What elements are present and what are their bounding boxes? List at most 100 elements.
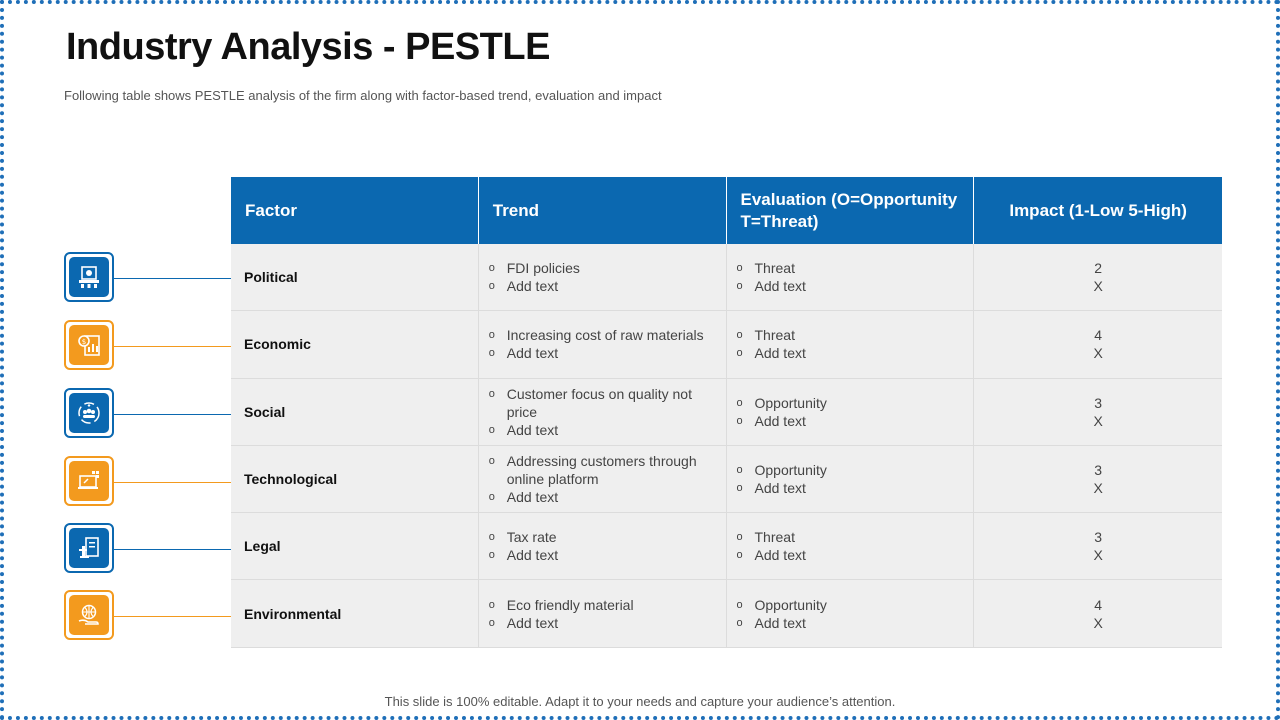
bullet-dot: o xyxy=(488,262,495,275)
bullet-text: Add text xyxy=(506,278,559,295)
bullet-text: Add text xyxy=(754,345,806,362)
bullet-text: Tax rate xyxy=(506,529,557,546)
bullet-text: Add text xyxy=(754,278,806,295)
bullet-item: o Add text xyxy=(737,546,964,564)
bullet-dot: o xyxy=(736,280,743,293)
technological-icon-frame xyxy=(64,456,114,506)
impact-placeholder: X xyxy=(1093,614,1103,631)
bullet-dot: o xyxy=(488,549,495,562)
table-row-economic: Economic o Increasing cost of raw materia… xyxy=(231,311,1222,379)
bullet-text: Threat xyxy=(754,260,795,277)
bullet-text: Customer focus on quality not price xyxy=(506,385,692,420)
bullet-item: o Add text xyxy=(737,412,964,430)
bullet-dot: o xyxy=(736,531,743,544)
bullet-item: o Eco friendly material xyxy=(489,596,716,614)
bullet-dot: o xyxy=(488,280,495,293)
pestle-table: Factor Trend Evaluation (O=Opportunity T… xyxy=(231,177,1222,648)
bullet-dot: o xyxy=(488,491,495,504)
evaluation-cell: o Threat o Add text xyxy=(726,244,975,312)
bullet-item: o Add text xyxy=(737,614,964,632)
bullet-item: o Add text xyxy=(489,277,716,295)
bullet-text: Add text xyxy=(506,421,559,438)
bullet-item: o Add text xyxy=(489,488,716,506)
bullet-dot: o xyxy=(488,616,495,629)
bullet-text: Addressing customers through online plat… xyxy=(506,453,697,488)
impact-placeholder: X xyxy=(1093,547,1103,564)
social-connector xyxy=(114,414,232,415)
bullet-item: o Opportunity xyxy=(737,596,964,614)
header-factor: Factor xyxy=(231,177,479,244)
footer-note: This slide is 100% editable. Adapt it to… xyxy=(384,694,896,709)
bullet-dot: o xyxy=(488,423,495,436)
evaluation-cell: o Opportunity o Add text xyxy=(726,378,975,446)
trend-cell: o Customer focus on quality not price o Ad… xyxy=(478,378,727,446)
bullet-item: o Opportunity xyxy=(737,394,964,412)
bullet-item: o Add text xyxy=(489,614,716,632)
bullet-dot: o xyxy=(736,329,743,342)
bullet-dot: o xyxy=(736,262,743,275)
impact-value: 4 xyxy=(1094,596,1103,613)
bullet-item: o Increasing cost of raw materials xyxy=(489,326,716,344)
bullet-text: Add text xyxy=(506,489,559,506)
bullet-dot: o xyxy=(736,464,743,477)
evaluation-cell: o Threat o Add text xyxy=(726,513,975,581)
bullet-item: o Threat xyxy=(737,326,964,344)
impact-value: 3 xyxy=(1094,462,1103,479)
bullet-dot: o xyxy=(736,549,743,562)
bullet-dot: o xyxy=(488,531,495,544)
legal-connector xyxy=(114,549,232,550)
factor-cell: Political xyxy=(231,244,479,312)
table-row-environmental: Environmental o Eco friendly material o Ad… xyxy=(231,580,1222,648)
political-connector xyxy=(114,278,232,279)
bullet-dot: o xyxy=(488,598,495,611)
header-evaluation: Evaluation (O=Opportunity T=Threat) xyxy=(726,177,975,244)
impact-cell: 2 X xyxy=(974,244,1222,312)
header-trend: Trend xyxy=(478,177,727,244)
bullet-dot: o xyxy=(736,414,743,427)
bullet-text: Add text xyxy=(754,480,806,497)
impact-cell: 3 X xyxy=(974,513,1222,581)
bullet-dot: o xyxy=(736,598,743,611)
impact-value: 3 xyxy=(1094,394,1103,411)
bullet-item: o Threat xyxy=(737,259,964,277)
bullet-item: o Addressing customers through online pla… xyxy=(489,452,716,488)
bullet-item: o Customer focus on quality not price xyxy=(489,385,716,421)
political-icon-row xyxy=(64,252,234,302)
bullet-item: o Tax rate xyxy=(489,528,716,546)
environmental-icon-frame xyxy=(64,590,114,640)
bullet-text: Add text xyxy=(754,412,806,429)
bullet-text: Add text xyxy=(754,547,806,564)
table-row-political: Political o FDI policies o Add text o Threa… xyxy=(231,244,1222,312)
impact-placeholder: X xyxy=(1093,412,1103,429)
bullet-text: Opportunity xyxy=(754,394,827,411)
bullet-text: Add text xyxy=(506,345,559,362)
impact-cell: 3 X xyxy=(974,445,1222,514)
technological-icon xyxy=(69,461,109,501)
evaluation-cell: o Opportunity o Add text xyxy=(726,580,975,648)
bullet-text: Add text xyxy=(506,547,559,564)
trend-cell: o Eco friendly material o Add text xyxy=(478,580,727,648)
economic-icon-frame: $ xyxy=(64,320,114,370)
bullet-text: Add text xyxy=(754,614,806,631)
political-icon xyxy=(69,257,109,297)
bullet-dot: o xyxy=(488,455,495,468)
bullet-text: Eco friendly material xyxy=(506,596,634,613)
impact-cell: 4 X xyxy=(974,311,1222,379)
factor-cell: Technological xyxy=(231,445,479,514)
bullet-text: Add text xyxy=(506,614,559,631)
bullet-item: o Threat xyxy=(737,528,964,546)
bullet-item: o Add text xyxy=(489,546,716,564)
economic-icon: $ xyxy=(69,325,109,365)
table-row-social: Social o Customer focus on quality not pr… xyxy=(231,378,1222,446)
page-subtitle: Following table shows PESTLE analysis of… xyxy=(64,88,662,103)
legal-icon-row xyxy=(64,523,234,573)
factor-cell: Economic xyxy=(231,311,479,379)
environmental-icon xyxy=(69,595,109,635)
bullet-dot: o xyxy=(736,396,743,409)
bullet-dot: o xyxy=(736,482,743,495)
bullet-item: o Opportunity xyxy=(737,461,964,479)
social-icon-row xyxy=(64,388,234,438)
bullet-dot: o xyxy=(736,616,743,629)
social-icon xyxy=(69,393,109,433)
